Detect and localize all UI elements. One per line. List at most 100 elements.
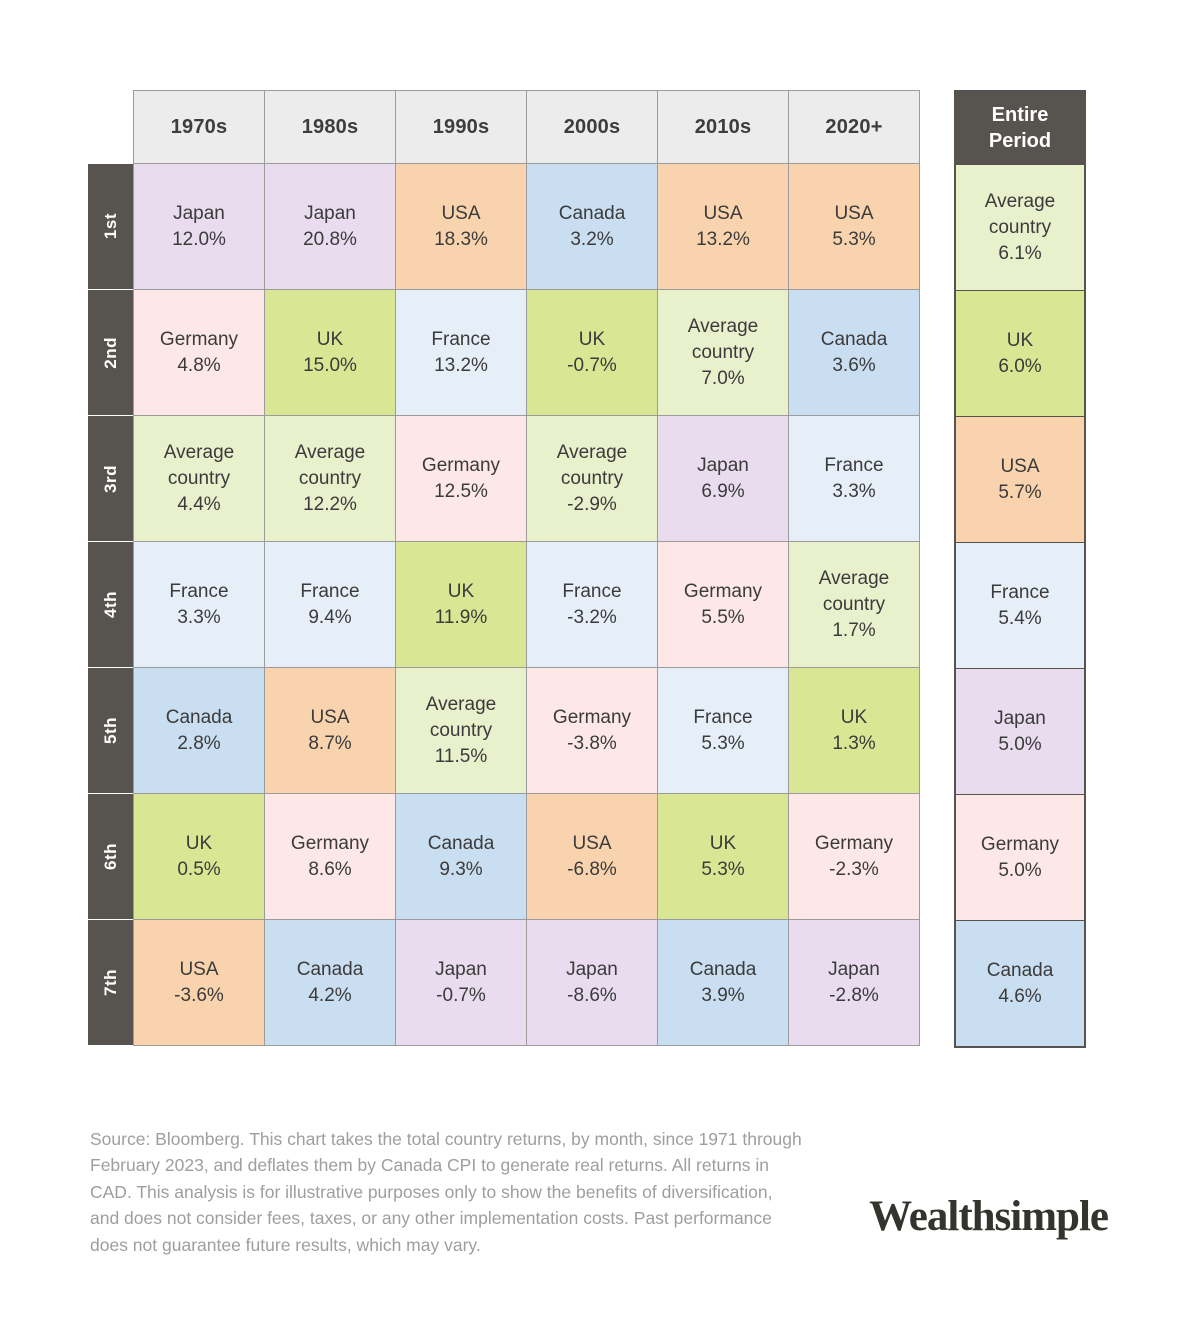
cell-return: 12.2% (303, 493, 357, 515)
cell-return: 6.1% (998, 242, 1042, 264)
cell-country: France (431, 328, 491, 350)
cell-country: Average country (163, 441, 235, 489)
return-cell: Average country 12.2% (265, 416, 395, 541)
return-cell: Canada 2.8% (134, 668, 264, 793)
return-cell: France 5.3% (658, 668, 788, 793)
rank-label: 6th (100, 843, 120, 870)
cell-country: France (300, 580, 360, 602)
rank-label: 4th (100, 591, 120, 618)
cell-return: -3.6% (174, 984, 224, 1006)
cell-return: 13.2% (434, 354, 488, 376)
return-cell: Canada 3.2% (527, 164, 657, 289)
cell-country: Average country (556, 441, 628, 489)
cell-country: Germany (683, 580, 763, 602)
cell-country: Average country (687, 315, 759, 363)
cell-return: 6.9% (701, 480, 745, 502)
cell-country: Average country (294, 441, 366, 489)
cell-return: -0.7% (567, 354, 617, 376)
cell-country: USA (703, 202, 743, 224)
cell-return: 8.6% (308, 858, 352, 880)
return-cell: Japan -0.7% (396, 920, 526, 1045)
rank-label-2nd: 2nd (88, 290, 133, 415)
cell-country: Germany (814, 832, 894, 854)
rank-label-6th: 6th (88, 794, 133, 919)
cell-return: 1.7% (832, 619, 876, 641)
cell-return: 15.0% (303, 354, 357, 376)
cell-return: -0.7% (436, 984, 486, 1006)
rank-label-7th: 7th (88, 920, 133, 1045)
column-header-2020s: 2020+ (789, 91, 919, 163)
cell-return: 5.3% (832, 228, 876, 250)
cell-country: USA (834, 202, 874, 224)
return-cell: USA -6.8% (527, 794, 657, 919)
cell-return: -2.8% (829, 984, 879, 1006)
returns-table: 1st 2nd 3rd 4th 5th 6th 7th 1970s 1980s … (88, 90, 1086, 1048)
cell-country: UK (840, 706, 868, 728)
return-cell: Canada 3.6% (789, 290, 919, 415)
cell-country: Japan (566, 958, 618, 980)
rank-label-4th: 4th (88, 542, 133, 667)
cell-country: Germany (290, 832, 370, 854)
source-disclaimer: Source: Bloomberg. This chart takes the … (90, 1128, 802, 1255)
return-cell: Germany 12.5% (396, 416, 526, 541)
cell-country: France (990, 581, 1050, 603)
rank-label-column: 1st 2nd 3rd 4th 5th 6th 7th (88, 91, 133, 1045)
return-cell: Germany -3.8% (527, 668, 657, 793)
cell-return: 12.0% (172, 228, 226, 250)
return-cell: Canada 9.3% (396, 794, 526, 919)
wealthsimple-logo: Wealthsimple (869, 1193, 1109, 1240)
cell-country: Average country (984, 190, 1056, 238)
cell-country: Canada (986, 959, 1054, 981)
cell-return: 5.7% (998, 481, 1042, 503)
cell-return: 11.9% (434, 606, 488, 628)
return-cell: UK -0.7% (527, 290, 657, 415)
cell-return: 5.3% (701, 732, 745, 754)
cell-country: France (693, 706, 753, 728)
return-cell: France 13.2% (396, 290, 526, 415)
cell-country: France (562, 580, 622, 602)
entire-period-column: Entire Period Average country 6.1% UK 6.0%… (954, 90, 1086, 1048)
return-cell: UK 15.0% (265, 290, 395, 415)
cell-country: USA (310, 706, 350, 728)
cell-return: 4.4% (177, 493, 221, 515)
cell-return: 9.4% (308, 606, 352, 628)
cell-return: 5.0% (998, 733, 1042, 755)
return-cell: USA 5.7% (956, 417, 1084, 542)
return-cell: USA 18.3% (396, 164, 526, 289)
return-cell: Canada 3.9% (658, 920, 788, 1045)
entire-period-header: Entire Period (956, 92, 1084, 164)
cell-return: 5.3% (701, 858, 745, 880)
cell-return: -8.6% (567, 984, 617, 1006)
return-cell: USA -3.6% (134, 920, 264, 1045)
return-cell: Japan 12.0% (134, 164, 264, 289)
rank-label-1st: 1st (88, 164, 133, 289)
cell-country: France (169, 580, 229, 602)
cell-return: 5.4% (998, 607, 1042, 629)
return-cell: Germany -2.3% (789, 794, 919, 919)
cell-return: 4.6% (998, 985, 1042, 1007)
cell-return: 9.3% (439, 858, 483, 880)
return-cell: France 5.4% (956, 543, 1084, 668)
return-cell: France 9.4% (265, 542, 395, 667)
cell-return: 4.8% (177, 354, 221, 376)
return-cell: UK 6.0% (956, 291, 1084, 416)
rank-label-5th: 5th (88, 668, 133, 793)
return-cell: Average country 11.5% (396, 668, 526, 793)
cell-return: 3.9% (701, 984, 745, 1006)
return-cell: UK 1.3% (789, 668, 919, 793)
rank-label: 3rd (100, 464, 120, 493)
cell-country: Germany (421, 454, 501, 476)
cell-country: Average country (425, 693, 497, 741)
cell-return: 13.2% (696, 228, 750, 250)
cell-country: Canada (689, 958, 757, 980)
cell-return: 4.2% (308, 984, 352, 1006)
cell-return: 3.3% (177, 606, 221, 628)
cell-return: -6.8% (567, 858, 617, 880)
cell-country: Germany (552, 706, 632, 728)
cell-country: Japan (828, 958, 880, 980)
rank-label-3rd: 3rd (88, 416, 133, 541)
cell-country: Germany (980, 833, 1060, 855)
return-cell: Average country 6.1% (956, 165, 1084, 290)
cell-return: 8.7% (308, 732, 352, 754)
